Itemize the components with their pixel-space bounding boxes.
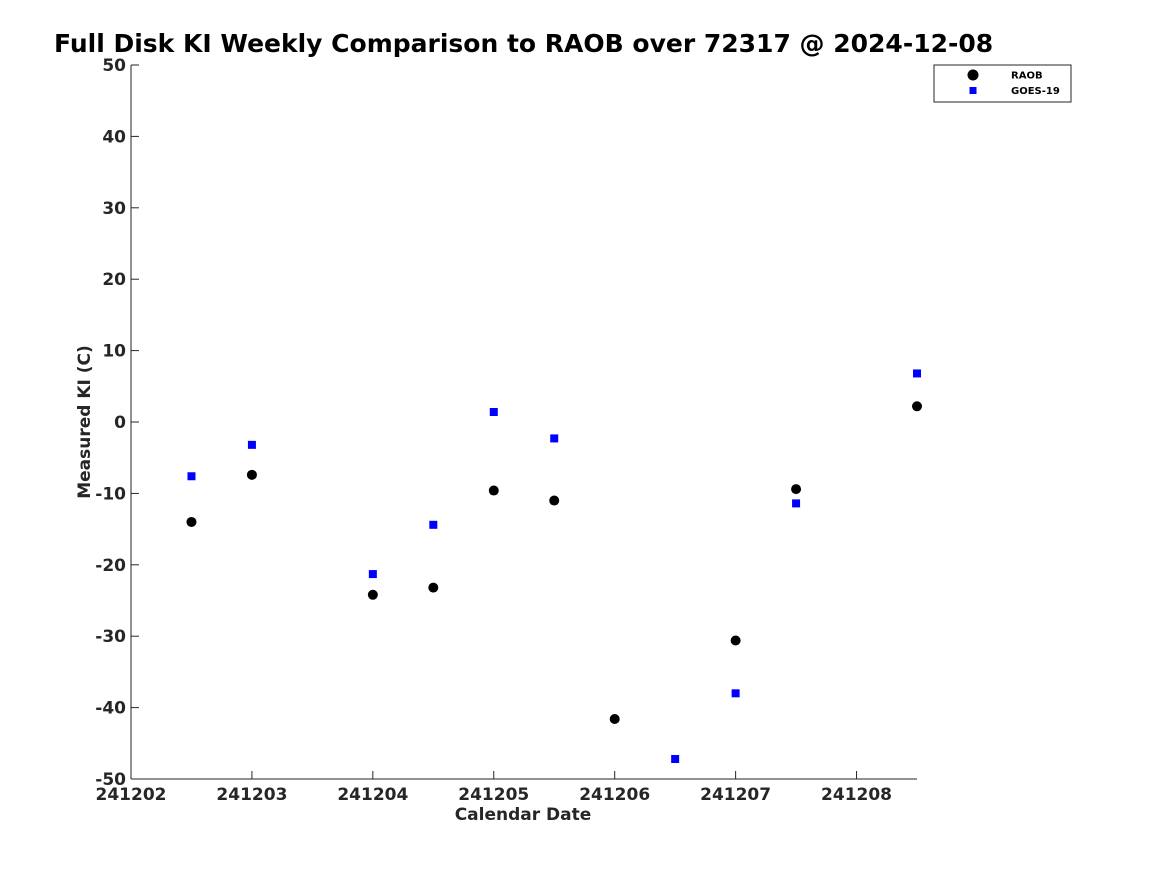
raob-point (549, 495, 560, 506)
goes-19-point (731, 689, 740, 698)
plot-area (130, 65, 917, 780)
goes-19-point (429, 520, 438, 529)
y-tick-label: 20 (102, 270, 126, 290)
y-tick-label: -10 (95, 484, 126, 504)
y-axis-label: Measured KI (C) (75, 345, 95, 499)
goes-19-point (550, 434, 559, 443)
goes-19-point (913, 369, 921, 378)
raob-point (609, 714, 620, 725)
legend: RAOB GOES-19 (933, 64, 1072, 103)
raob-point (367, 589, 378, 600)
x-tick-label: 241208 (821, 785, 892, 805)
raob-point (730, 635, 741, 646)
raob-point (791, 484, 802, 495)
goes-19-point (671, 755, 680, 764)
y-tick-label: 40 (102, 127, 126, 147)
goes-19-point (368, 570, 377, 579)
x-axis-label: Calendar Date (455, 805, 592, 825)
x-tick-label: 241206 (579, 785, 650, 805)
y-tick-label: 30 (102, 199, 126, 219)
legend-marker-raob (967, 69, 979, 81)
x-tick-label: 241203 (216, 785, 287, 805)
legend-label: RAOB (1011, 71, 1043, 82)
x-tick-label: 241205 (458, 785, 529, 805)
raob-point (488, 485, 499, 496)
legend-label: GOES-19 (1011, 86, 1060, 97)
y-tick-label: -20 (95, 556, 126, 576)
y-tick-label: -30 (95, 627, 126, 647)
goes-19-point (247, 440, 256, 449)
goes-19-point (187, 472, 196, 481)
legend-marker-goes-19 (969, 87, 977, 94)
x-axis: 241202 241203 241204 241205 241206 241207 2412… (96, 771, 892, 805)
y-tick-label: 10 (102, 342, 126, 362)
data-points (186, 369, 922, 764)
chart-title: Full Disk KI Weekly Comparison to RAOB o… (54, 29, 993, 58)
goes-19-point (489, 408, 498, 417)
raob-point (912, 401, 922, 412)
raob-point (186, 516, 197, 527)
y-axis: 50 40 30 20 10 0 -10 -20 -30 -40 -50 (95, 56, 139, 790)
x-tick-label: 241204 (337, 785, 408, 805)
raob-point (428, 582, 439, 593)
y-tick-label: 50 (102, 56, 126, 76)
x-tick-label: 241202 (96, 785, 167, 805)
y-tick-label: -40 (95, 699, 126, 719)
x-tick-label: 241207 (700, 785, 771, 805)
y-tick-label: -50 (95, 770, 126, 790)
y-tick-label: 0 (114, 413, 126, 433)
raob-point (246, 469, 257, 480)
goes-19-point (792, 499, 801, 508)
legend-box (933, 64, 1072, 103)
